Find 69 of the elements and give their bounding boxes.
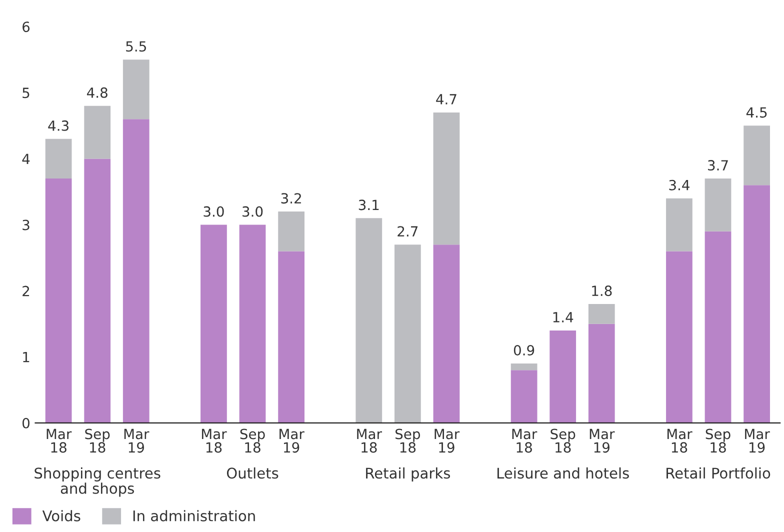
x-tick-label: Mar 19	[124, 428, 150, 453]
x-tick-label: Sep 18	[240, 428, 265, 453]
text: Retail Portfolio	[666, 467, 770, 479]
text: Outlets	[226, 467, 278, 479]
bar	[666, 198, 692, 252]
total-label: 4.7	[436, 94, 456, 104]
x-tick-label: Mar 19	[434, 428, 460, 453]
bar	[84, 106, 111, 159]
total-label: 3.4	[669, 180, 690, 190]
y-tick-label: 4	[22, 154, 30, 164]
bar	[588, 324, 615, 423]
bar	[239, 224, 266, 423]
bar	[45, 178, 72, 423]
bar	[704, 231, 732, 423]
x-tick-label: Mar 19	[590, 428, 615, 453]
x-tick-label: Mar 18	[667, 428, 692, 453]
legend-label: Voids	[42, 510, 80, 522]
bar	[122, 119, 150, 423]
legend-label: In administration	[133, 510, 255, 522]
bar	[84, 158, 111, 423]
total-label: 3.2	[281, 193, 301, 204]
total-label: 3.1	[358, 200, 379, 210]
total-label: 3.0	[242, 206, 263, 217]
bar	[45, 138, 72, 179]
total-label: 1.4	[553, 312, 574, 322]
total-label: 3.7	[708, 160, 728, 171]
bar	[666, 251, 692, 423]
total-label: 4.5	[746, 107, 767, 118]
bar	[200, 224, 227, 423]
bar	[394, 244, 421, 423]
bar	[278, 212, 304, 252]
y-tick-label: 1	[23, 352, 30, 362]
x-tick-label: Mar 18	[202, 428, 227, 453]
bar	[510, 370, 538, 423]
bar	[744, 126, 770, 186]
text: Shopping centres and shops	[34, 467, 160, 497]
x-tick-label: Sep 18	[85, 428, 110, 453]
total-label: 1.8	[592, 286, 612, 296]
bar	[550, 330, 576, 423]
x-tick-label: Sep 18	[706, 428, 730, 453]
x-tick-label: Mar 19	[745, 428, 770, 453]
total-label: 3.0	[204, 206, 224, 217]
x-tick-label: Mar 18	[512, 428, 538, 453]
y-tick-label: 0	[22, 418, 30, 428]
y-tick-label: 6	[22, 22, 30, 32]
x-tick-label: Sep 18	[550, 428, 576, 453]
bar	[356, 218, 382, 423]
text: Retail parks	[366, 467, 450, 482]
total-label: 4.3	[48, 120, 68, 131]
x-tick-label: Sep 18	[396, 428, 420, 453]
text: Leisure and hotels	[497, 467, 629, 479]
total-label: 2.7	[398, 226, 418, 236]
bar	[433, 112, 460, 245]
total-label: 4.8	[86, 87, 108, 98]
bar	[433, 244, 460, 423]
bar	[744, 185, 770, 423]
y-tick-label: 5	[22, 88, 30, 98]
x-tick-label: Mar 18	[46, 428, 72, 453]
y-tick-label: 3	[22, 220, 30, 230]
y-tick-label: 2	[22, 286, 30, 296]
total-label: 0.9	[514, 345, 534, 356]
bar	[510, 363, 538, 370]
total-label: 5.5	[126, 41, 146, 52]
bar	[278, 251, 304, 423]
x-tick-label: Mar 19	[280, 428, 304, 453]
bar	[704, 178, 732, 232]
bar	[588, 304, 615, 324]
x-tick-label: Mar 18	[357, 428, 382, 453]
bar	[122, 60, 150, 120]
